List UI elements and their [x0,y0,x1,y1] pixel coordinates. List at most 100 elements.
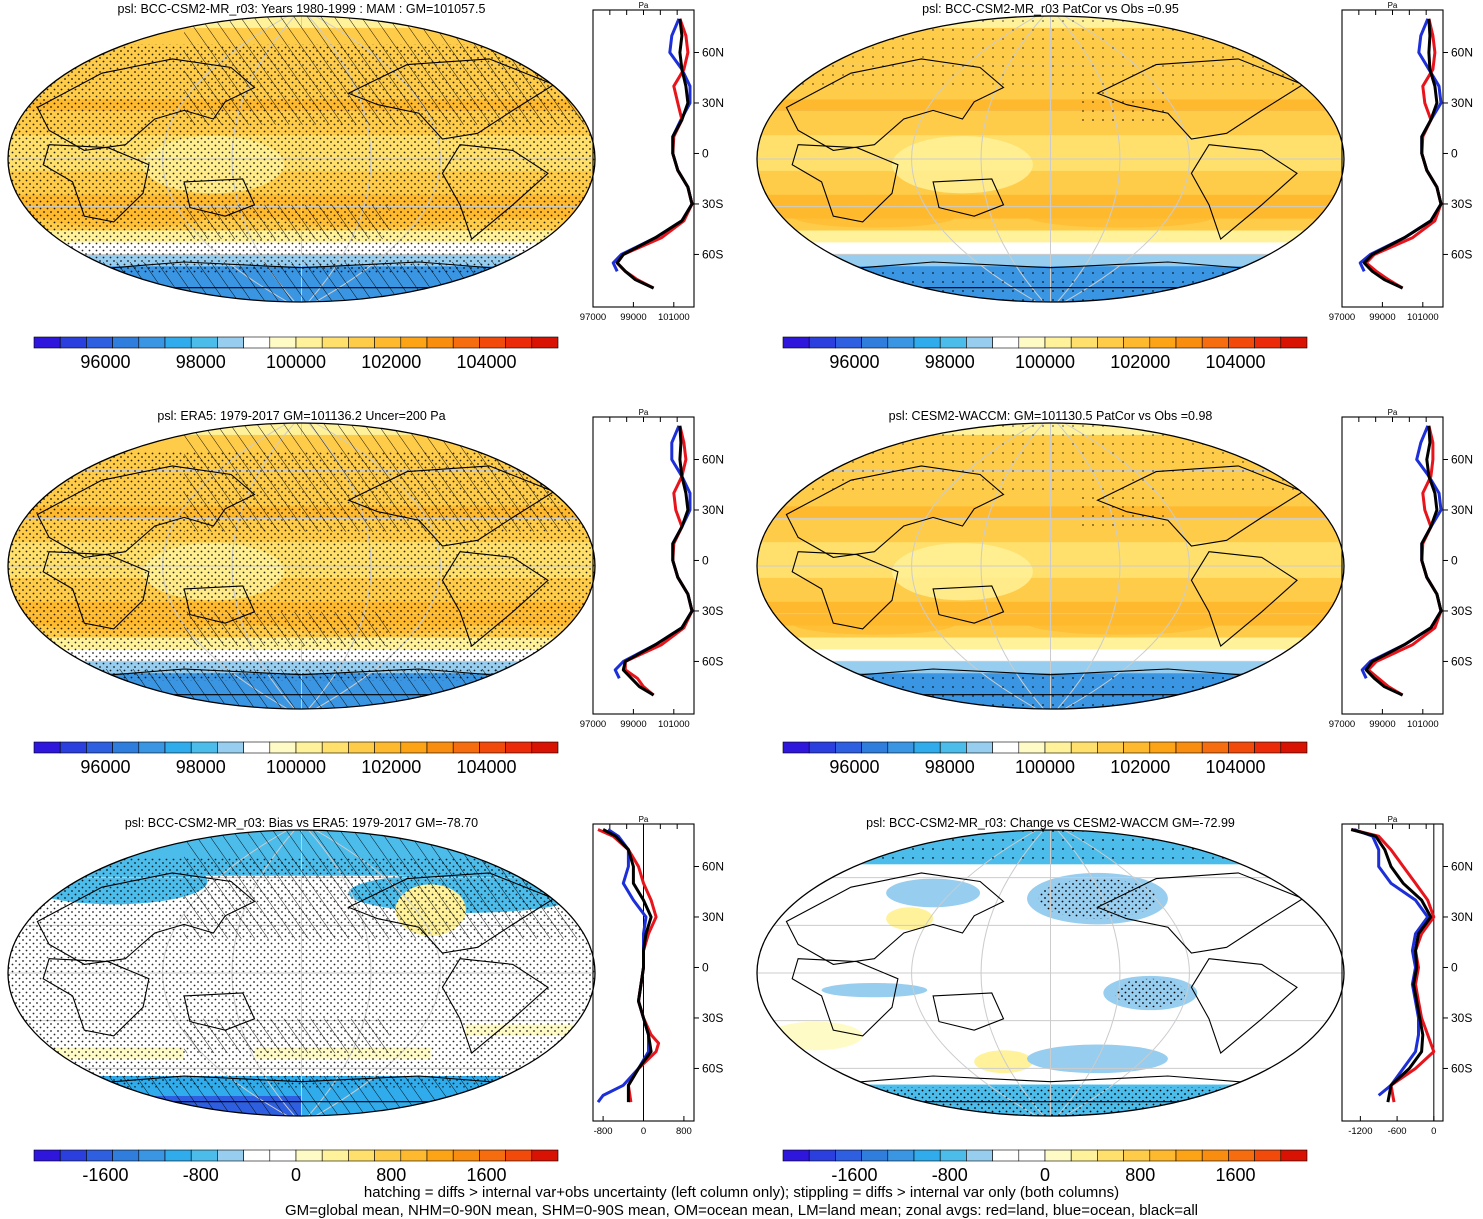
warm-pool-low [892,136,1033,194]
colorbar-box [164,336,192,349]
colorbar-box [835,336,862,349]
map-5-field [8,830,595,1116]
south-indian-high [792,611,957,635]
colorbar-box [1175,336,1203,349]
colorbar-box [374,336,402,349]
profile-lat-label: 60N [1451,45,1473,59]
profile-lat-label: 30N [702,910,724,924]
colorbar-box [939,336,967,349]
colorbar-box [479,1149,506,1162]
profile-lat-label: 30S [702,604,723,618]
profile-x-tick-label: 97000 [580,312,606,323]
colorbar-box [808,1149,836,1162]
colorbar-box [269,1149,297,1162]
colorbar-box [531,1149,559,1162]
colorbar-box [59,741,87,754]
panel-1: psl: BCC-CSM2-MR_r03: Years 1980-1999 : … [7,1,724,372]
stippling [757,16,1344,88]
colorbar-6: -1600 -800 0 800 1600 [782,1149,1308,1185]
hatching [184,611,390,647]
colorbar-tick-label: 1600 [467,1165,507,1185]
hatching [184,830,595,939]
colorbar-box [1044,1149,1072,1162]
colorbar-box [1201,336,1229,349]
colorbar-2: 96000 98000 100000 102000 104000 [782,336,1308,372]
colorbar-box [861,1149,889,1162]
colorbar-box [1123,336,1151,349]
colorbar-box [1149,336,1177,349]
colorbar-box [808,741,836,754]
colorbar-box [1097,741,1124,754]
colorbar-box [33,741,61,754]
southern-indian-change [974,1050,1033,1074]
profile-line-all [1350,828,1433,1103]
profile-x-tick-label: 101000 [658,719,690,730]
panel-3: psl: ERA5: 1979-2017 GM=101136.2 Uncer=2… [7,408,724,777]
map-3-field [8,423,595,709]
profile-x-tick-label: 99000 [1369,312,1395,323]
colorbar-box [426,1149,454,1162]
colorbar-box [1228,741,1255,754]
profile-lat-label: 30S [702,1011,723,1025]
colorbar-box [112,336,140,349]
colorbar-tick-label: 102000 [1110,352,1170,372]
colorbar-box [452,1149,480,1162]
stippling [757,830,1344,859]
colorbar-box [1018,741,1046,754]
colorbar-tick-label: 96000 [80,757,130,777]
coastline [1190,144,1298,241]
profile-lat-label: 60S [1451,654,1472,668]
colorbar-box [531,336,559,349]
colorbar-box [59,1149,87,1162]
colorbar-box [321,741,349,754]
colorbar-box [887,336,915,349]
map-6-border [756,829,1345,1117]
south-indian-high [792,204,957,228]
zonal-profile-1: Pa 60N 30N 0 30S 60S 97000 99000 101000 [580,1,724,323]
graticule-meridian [980,830,1045,1116]
profile-x-tick-label: 800 [676,1126,692,1137]
profile-unit-label: Pa [1388,815,1398,824]
profile-lat-label: 60S [1451,247,1472,261]
colorbar-box [1254,1149,1282,1162]
stippling [757,423,1344,495]
coastline [1190,958,1298,1055]
coastline [1096,872,1305,954]
indian-ocean-change [821,983,928,998]
coastline [791,144,899,223]
colorbar-box [190,1149,218,1162]
colorbar-box [992,741,1020,754]
profile-lat-label: 30S [1451,1011,1472,1025]
profile-lat-label: 30S [1451,197,1472,211]
panel-6: psl: BCC-CSM2-MR_r03: Change vs CESM2-WA… [756,815,1473,1185]
colorbar-box [966,1149,993,1162]
colorbar-box [1123,1149,1151,1162]
colorbar-box [295,336,323,349]
colorbar-box [400,741,428,754]
profile-unit-label: Pa [639,1,649,10]
colorbar-3: 96000 98000 100000 102000 104000 [33,741,559,777]
colorbar-tick-label: 104000 [1206,757,1266,777]
colorbar-box [1228,336,1255,349]
profile-lat-label: 30N [702,96,724,110]
stippling [1079,87,1168,122]
colorbar-box [835,1149,862,1162]
colorbar-box [295,1149,323,1162]
hatching [8,261,595,302]
colorbar-box [966,741,993,754]
colorbar-box [269,336,297,349]
colorbar-box [782,336,810,349]
profile-x-tick-label: -800 [594,1126,613,1137]
colorbar-box [86,1149,113,1162]
colorbar-box [374,741,402,754]
zonal-profile-6: Pa 60N 30N 0 30S 60S -1200 -600 0 [1341,815,1473,1137]
colorbar-box [1254,741,1282,754]
colorbar-box [400,336,428,349]
colorbar-box [1123,741,1151,754]
profile-lat-label: 0 [702,146,709,160]
colorbar-box [808,336,836,349]
colorbar-box [138,1149,166,1162]
colorbar-tick-label: 98000 [925,352,975,372]
map-6-title: psl: BCC-CSM2-MR_r03: Change vs CESM2-WA… [866,816,1235,830]
profile-lat-label: 60S [702,654,723,668]
